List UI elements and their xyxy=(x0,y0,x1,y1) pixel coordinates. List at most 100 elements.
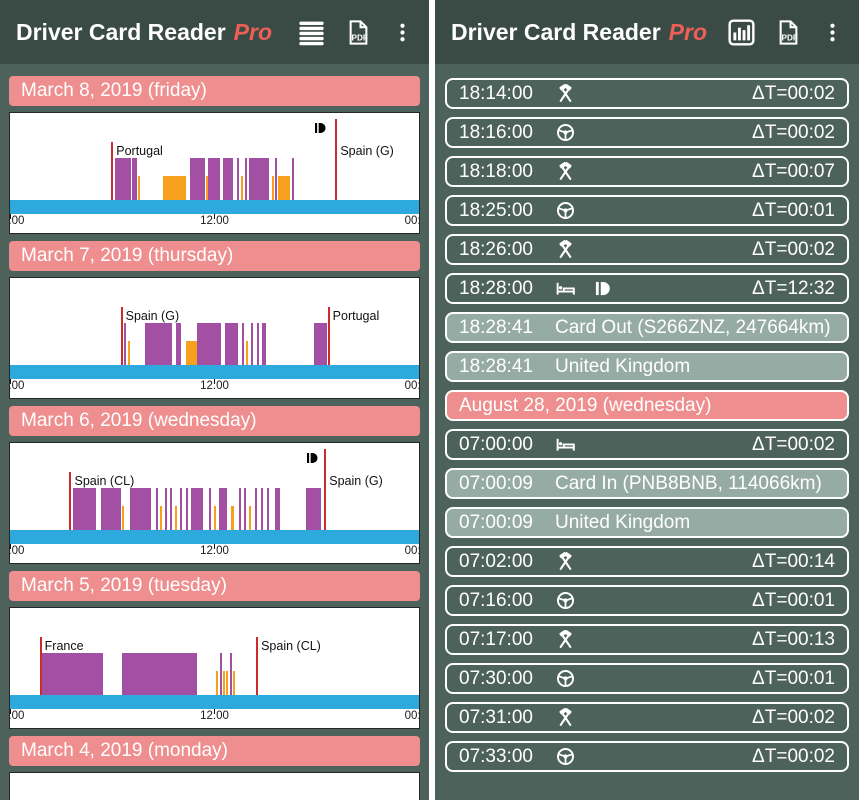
overflow-menu-button[interactable] xyxy=(388,18,417,47)
event-row[interactable]: 07:02:00 ΔT=00:14 xyxy=(445,546,849,577)
event-row[interactable]: 18:18:00 ΔT=00:07 xyxy=(445,156,849,187)
work-segment xyxy=(226,671,229,695)
day-activity-chart-partial[interactable] xyxy=(9,772,420,800)
ferry-icon xyxy=(304,450,320,466)
drive-icon xyxy=(555,668,576,689)
delta-time: ΔT=00:01 xyxy=(752,589,835,611)
country-label: Spain (G) xyxy=(125,309,180,323)
event-time: 18:28:00 xyxy=(459,277,533,299)
event-row[interactable]: 07:17:00 ΔT=00:13 xyxy=(445,624,849,655)
country-label: Portugal xyxy=(332,309,380,323)
work-segment xyxy=(163,176,187,200)
axis-tick-label: 00:00 xyxy=(9,710,25,722)
drive-segment xyxy=(262,323,267,365)
event-time: 07:33:00 xyxy=(459,745,533,767)
card-info-row[interactable]: 07:00:09 United Kingdom xyxy=(445,507,849,538)
drive-segment xyxy=(241,323,244,365)
card-info-row[interactable]: 07:00:09 Card In (PNB8BNB, 114066km) xyxy=(445,468,849,499)
day-activity-chart[interactable]: Spain (CL) Spain (G) 00:00 12:00 00:00 xyxy=(9,442,420,564)
left-panel: Driver Card Reader Pro PDF March 8, 2019… xyxy=(0,0,429,800)
event-time: 07:00:00 xyxy=(459,433,533,455)
axis-tick xyxy=(418,709,419,714)
overflow-menu-icon xyxy=(391,21,414,44)
axis-tick-label: 12:00 xyxy=(200,215,229,227)
drive-icon xyxy=(555,122,576,143)
event-time: 18:28:41 xyxy=(459,316,533,338)
drive-segment xyxy=(121,653,197,695)
work-segment xyxy=(271,176,274,200)
drive-segment xyxy=(305,488,321,530)
work-icon xyxy=(555,707,576,728)
card-info-row[interactable]: 18:28:41 United Kingdom xyxy=(445,351,849,382)
pdf-export-button[interactable]: PDF xyxy=(771,15,806,50)
day-activity-chart[interactable]: Spain (G) Portugal 00:00 12:00 00:00 xyxy=(9,277,420,399)
work-segment xyxy=(185,341,197,365)
axis-tick xyxy=(418,379,419,384)
axis-tick xyxy=(418,214,419,219)
date-banner: March 6, 2019 (wednesday) xyxy=(9,406,420,436)
overflow-menu-button[interactable] xyxy=(818,18,847,47)
event-row[interactable]: 07:16:00 ΔT=00:01 xyxy=(445,585,849,616)
country-marker-line xyxy=(39,637,42,695)
drive-segment xyxy=(257,323,260,365)
drive-segment xyxy=(255,488,258,530)
event-row[interactable]: 07:33:00 ΔT=00:02 xyxy=(445,741,849,772)
delta-time: ΔT=00:02 xyxy=(752,82,835,104)
event-row[interactable]: 07:30:00 ΔT=00:01 xyxy=(445,663,849,694)
date-banner: March 5, 2019 (tuesday) xyxy=(9,571,420,601)
event-row[interactable]: 18:14:00 ΔT=00:02 xyxy=(445,78,849,109)
work-segment xyxy=(233,671,236,695)
work-segment xyxy=(205,176,208,200)
event-icons xyxy=(555,551,576,572)
drive-icon xyxy=(555,590,576,611)
work-icon xyxy=(555,239,576,260)
drive-segment xyxy=(124,323,127,365)
event-row[interactable]: 18:25:00 ΔT=00:01 xyxy=(445,195,849,226)
event-description: United Kingdom xyxy=(554,355,691,377)
day-chart-list[interactable]: March 8, 2019 (friday) Portugal Spain (G) 0… xyxy=(0,64,429,800)
axis-tick-label: 12:00 xyxy=(200,545,229,557)
delta-time: ΔT=00:13 xyxy=(752,628,835,650)
drive-segment xyxy=(190,488,204,530)
pdf-export-button[interactable]: PDF xyxy=(341,15,376,50)
event-row[interactable]: 18:26:00 ΔT=00:02 xyxy=(445,234,849,265)
day-activity-chart[interactable]: Portugal Spain (G) 00:00 12:00 00:00 xyxy=(9,112,420,234)
axis-tick xyxy=(214,709,215,714)
drive-segment xyxy=(245,158,248,200)
rest-availability-band xyxy=(10,365,419,379)
delta-time: ΔT=00:14 xyxy=(752,550,835,572)
drive-segment xyxy=(261,488,264,530)
drive-segment xyxy=(224,323,239,365)
date-banner: March 4, 2019 (monday) xyxy=(9,736,420,766)
axis-tick xyxy=(214,379,215,384)
event-time: 18:28:41 xyxy=(459,355,533,377)
report-list-button[interactable] xyxy=(294,15,329,50)
events-table-button[interactable] xyxy=(724,15,759,50)
drive-segment xyxy=(274,488,281,530)
delta-time: ΔT=00:02 xyxy=(752,745,835,767)
date-banner: March 7, 2019 (thursday) xyxy=(9,241,420,271)
event-list[interactable]: 18:14:00 ΔT=00:02 18:16:00 ΔT=00:02 18:18:00… xyxy=(435,64,859,800)
event-row[interactable]: 07:31:00 ΔT=00:02 xyxy=(445,702,849,733)
event-row[interactable]: 07:00:00 ΔT=00:02 xyxy=(445,429,849,460)
axis-tick-label: 00:00 xyxy=(404,545,419,557)
day-activity-chart[interactable]: France Spain (CL) 00:00 12:00 00:00 xyxy=(9,607,420,729)
work-segment xyxy=(122,506,125,530)
event-row[interactable]: 18:16:00 ΔT=00:02 xyxy=(445,117,849,148)
work-segment xyxy=(240,176,243,200)
event-row[interactable]: 18:28:00 ΔT=12:32 xyxy=(445,273,849,304)
rest-availability-band xyxy=(10,695,419,709)
axis-tick-label: 00:00 xyxy=(404,380,419,392)
event-description: Card In (PNB8BNB, 114066km) xyxy=(554,472,822,494)
card-info-row[interactable]: 18:28:41 Card Out (S266ZNZ, 247664km) xyxy=(445,312,849,343)
event-icons xyxy=(555,278,613,299)
drive-segment xyxy=(197,323,222,365)
ferry-icon xyxy=(312,120,328,136)
axis-tick xyxy=(10,544,11,549)
pdf-icon: PDF xyxy=(774,18,803,47)
work-segment xyxy=(223,671,226,695)
axis-tick-label: 12:00 xyxy=(200,380,229,392)
drive-segment xyxy=(180,488,183,530)
event-time: 07:30:00 xyxy=(459,667,533,689)
work-segment xyxy=(213,506,216,530)
